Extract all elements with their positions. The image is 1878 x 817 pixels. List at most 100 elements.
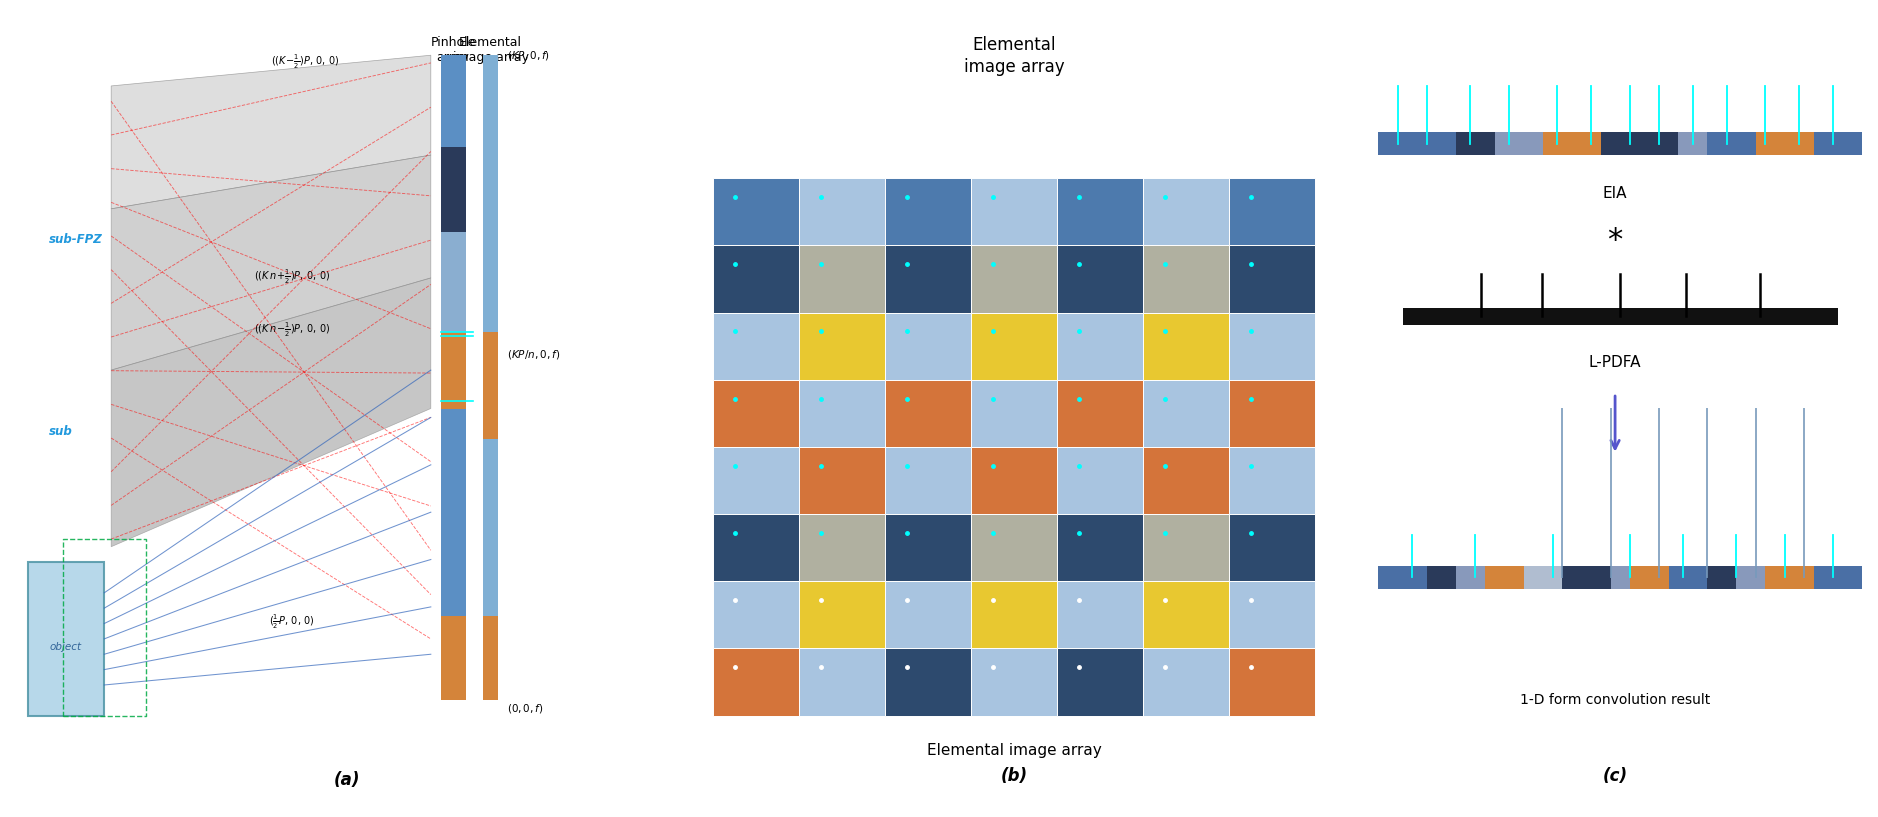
Bar bbox=[1523, 566, 1562, 589]
Bar bbox=[441, 232, 466, 332]
Bar bbox=[971, 447, 1057, 514]
Bar bbox=[483, 440, 498, 616]
Text: Elemental image array: Elemental image array bbox=[926, 743, 1102, 757]
Bar bbox=[800, 178, 885, 245]
Bar bbox=[1814, 132, 1863, 155]
Text: 1-D form convolution result: 1-D form convolution result bbox=[1519, 693, 1711, 707]
Bar bbox=[971, 380, 1057, 447]
Bar bbox=[1228, 447, 1315, 514]
Bar bbox=[885, 245, 971, 313]
Bar bbox=[1057, 447, 1144, 514]
Bar bbox=[1228, 380, 1315, 447]
Bar bbox=[483, 56, 498, 147]
Bar bbox=[441, 616, 466, 700]
Bar bbox=[885, 514, 971, 582]
Bar bbox=[714, 447, 800, 514]
Bar bbox=[1228, 582, 1315, 649]
Bar bbox=[1707, 566, 1737, 589]
Bar bbox=[483, 147, 498, 332]
Bar bbox=[441, 56, 466, 147]
Bar bbox=[1495, 132, 1544, 155]
Bar bbox=[1228, 514, 1315, 582]
Bar bbox=[1228, 178, 1315, 245]
Bar bbox=[1707, 132, 1756, 155]
Bar bbox=[1057, 380, 1144, 447]
Bar bbox=[441, 147, 466, 232]
Bar bbox=[1057, 178, 1144, 245]
Bar bbox=[885, 313, 971, 380]
Bar bbox=[1737, 566, 1765, 589]
Bar bbox=[1144, 313, 1228, 380]
FancyBboxPatch shape bbox=[28, 562, 105, 716]
Polygon shape bbox=[111, 155, 430, 370]
Text: Elemental
image array: Elemental image array bbox=[453, 36, 528, 64]
Bar bbox=[800, 313, 885, 380]
Text: $(KP, 0, f)$: $(KP, 0, f)$ bbox=[507, 49, 550, 62]
Bar bbox=[1485, 566, 1523, 589]
Bar bbox=[971, 514, 1057, 582]
Bar bbox=[441, 332, 466, 408]
Bar bbox=[1057, 582, 1144, 649]
Bar bbox=[1144, 649, 1228, 716]
Bar bbox=[714, 514, 800, 582]
Bar bbox=[1228, 313, 1315, 380]
Bar bbox=[800, 514, 885, 582]
Bar bbox=[1378, 566, 1427, 589]
Bar bbox=[1144, 447, 1228, 514]
Bar bbox=[1378, 132, 1455, 155]
Bar bbox=[800, 649, 885, 716]
Bar bbox=[1679, 132, 1707, 155]
Text: sub-FPZ: sub-FPZ bbox=[49, 233, 103, 246]
Bar bbox=[714, 313, 800, 380]
Bar bbox=[971, 313, 1057, 380]
Text: (b): (b) bbox=[1001, 767, 1027, 785]
Bar bbox=[885, 649, 971, 716]
Bar bbox=[1600, 132, 1679, 155]
Bar bbox=[1144, 514, 1228, 582]
Bar bbox=[800, 582, 885, 649]
Bar bbox=[1144, 380, 1228, 447]
Bar bbox=[971, 582, 1057, 649]
Text: $((K\,n\!-\!\frac{1}{2})P,\,0,\,0)$: $((K\,n\!-\!\frac{1}{2})P,\,0,\,0)$ bbox=[254, 321, 331, 339]
Bar bbox=[483, 616, 498, 700]
Text: EIA: EIA bbox=[1602, 185, 1628, 201]
Text: (a): (a) bbox=[334, 770, 361, 788]
Bar bbox=[1562, 566, 1611, 589]
Bar bbox=[441, 408, 466, 616]
Bar bbox=[483, 332, 498, 440]
Polygon shape bbox=[111, 56, 430, 209]
Bar bbox=[1144, 582, 1228, 649]
Bar bbox=[1427, 566, 1455, 589]
Bar bbox=[1057, 649, 1144, 716]
Text: $(0, 0, f)$: $(0, 0, f)$ bbox=[507, 702, 545, 715]
Bar bbox=[885, 380, 971, 447]
Bar bbox=[971, 178, 1057, 245]
Bar bbox=[885, 582, 971, 649]
Text: (c): (c) bbox=[1602, 767, 1628, 785]
Bar bbox=[1057, 514, 1144, 582]
Text: $(\frac{1}{2}P,\,0,\,0)$: $(\frac{1}{2}P,\,0,\,0)$ bbox=[269, 613, 316, 632]
Bar bbox=[1228, 245, 1315, 313]
Bar bbox=[714, 582, 800, 649]
Bar bbox=[1765, 566, 1814, 589]
Bar bbox=[971, 245, 1057, 313]
Bar bbox=[714, 380, 800, 447]
Bar bbox=[1455, 132, 1495, 155]
Bar bbox=[714, 178, 800, 245]
Bar bbox=[800, 380, 885, 447]
Bar bbox=[714, 649, 800, 716]
Text: $((K\!-\!\frac{1}{2})P,\,0,\,0)$: $((K\!-\!\frac{1}{2})P,\,0,\,0)$ bbox=[272, 52, 340, 70]
Bar bbox=[1228, 649, 1315, 716]
Bar bbox=[971, 649, 1057, 716]
Text: sub: sub bbox=[49, 425, 73, 438]
Text: object: object bbox=[51, 641, 83, 652]
Bar bbox=[1403, 308, 1839, 325]
Bar bbox=[885, 447, 971, 514]
Text: Elemental
image array: Elemental image array bbox=[963, 36, 1065, 76]
Bar bbox=[1057, 245, 1144, 313]
Bar bbox=[800, 447, 885, 514]
Bar bbox=[1455, 566, 1485, 589]
Bar bbox=[1144, 245, 1228, 313]
Bar bbox=[1756, 132, 1814, 155]
Text: $((K\,n\!+\!\frac{1}{2})P,\,0,\,0)$: $((K\,n\!+\!\frac{1}{2})P,\,0,\,0)$ bbox=[254, 267, 331, 286]
